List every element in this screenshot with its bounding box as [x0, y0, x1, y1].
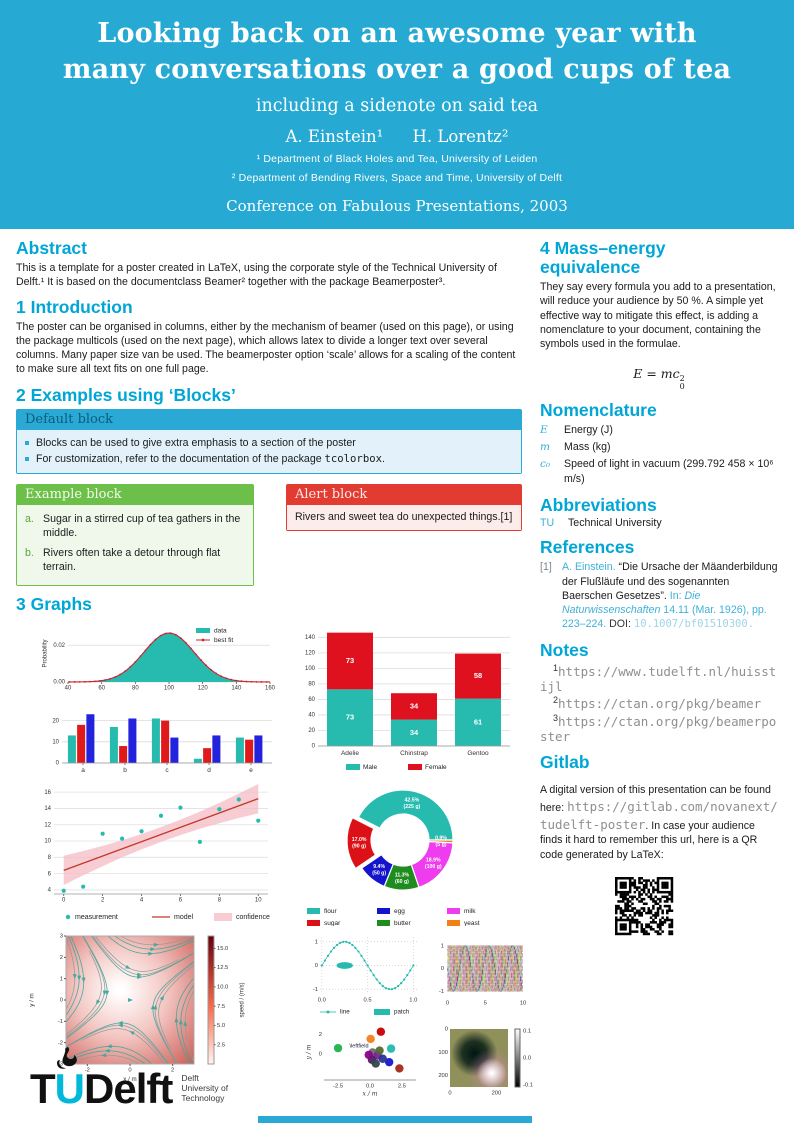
abbreviation: TU: [540, 517, 555, 530]
regression-scatter-chart: [26, 778, 276, 925]
abstract-text: This is a template for a poster created …: [16, 262, 497, 289]
stream-plot: [24, 930, 282, 1095]
inline-code: tcolorbox: [324, 452, 382, 465]
default-block: Default block Blocks can be used to give…: [16, 409, 522, 474]
mass-energy-heading: 4 Mass–energy equivalence: [540, 238, 666, 278]
references-heading: References: [540, 537, 635, 558]
authors: A. Einstein¹ H. Lorentz²: [56, 127, 738, 146]
stacked-bar-chart: [286, 618, 518, 775]
graphs-grid: [16, 618, 536, 1106]
list-item: b. Rivers often take a detour through fl…: [25, 546, 245, 575]
alert-block-text: Rivers and sweet tea do unexpected thing…: [287, 504, 521, 531]
footnote-url[interactable]: https://www.tudelft.nl/huisstijl: [540, 663, 777, 695]
blob-scatter-chart: [302, 1020, 422, 1105]
reference-number: [1]: [540, 561, 552, 574]
tudelft-logo-text: T U Delft: [30, 1065, 173, 1112]
list-item: a. Sugar in a stirred cup of tea gathers…: [25, 512, 245, 541]
phase-sines-chart: [430, 936, 530, 1011]
gitlab-text: A digital version of this presentation c…: [540, 783, 778, 862]
blocks-row: Example block a. Sugar in a stirred cup …: [16, 483, 522, 587]
alert-block: Alert block Rivers and sweet tea do unex…: [286, 483, 522, 532]
nomenclature-heading: Nomenclature: [540, 400, 657, 421]
reference-entry: [1] A. Einstein. “Die Ursache der Mäande…: [540, 560, 778, 631]
list-item-text: Sugar in a stirred cup of tea gathers in…: [43, 512, 241, 540]
nomenclature-row: m Mass (kg): [540, 440, 778, 455]
gitlab-heading: Gitlab: [540, 752, 590, 773]
grouped-bar-chart: [38, 702, 276, 777]
bullet-icon: [25, 441, 29, 446]
abbreviations-heading: Abbreviations: [540, 494, 657, 515]
notes-heading: Notes: [540, 639, 589, 660]
abstract-heading: Abstract: [16, 238, 87, 259]
abbreviation-description: Technical University: [568, 517, 662, 530]
left-column: Abstract This is a template for a poster…: [16, 237, 536, 1106]
histogram-fit-chart: [38, 618, 276, 699]
tudelft-logo: T U Delft Delft University of Technology: [30, 1047, 229, 1112]
example-block-body: a. Sugar in a stirred cup of tea gathers…: [17, 504, 253, 586]
gitlab-url[interactable]: https://gitlab.com/novanext/tudelft-post…: [540, 798, 778, 832]
qr-code-wrap: [612, 873, 778, 943]
abbreviation-row: TU Technical University: [540, 517, 778, 529]
poster-title: Looking back on an awesome year with man…: [62, 18, 732, 85]
list-marker: b.: [25, 546, 34, 559]
alert-block-title: Alert block: [287, 484, 521, 505]
poster-subtitle: including a sidenote on said tea: [255, 96, 539, 117]
example-block: Example block a. Sugar in a stirred cup …: [16, 483, 254, 587]
default-block-body: Blocks can be used to give extra emphasi…: [17, 430, 521, 473]
bullet-icon: [25, 456, 29, 461]
footnote: 2https://ctan.org/pkg/beamer: [553, 695, 762, 712]
image-plot: [426, 1024, 536, 1103]
poster-header: Looking back on an awesome year with man…: [0, 0, 794, 230]
list-item: For customization, refer to the document…: [25, 452, 513, 466]
footnote: 3https://ctan.org/pkg/beamerposter: [540, 712, 777, 745]
tudelft-tagline: Delft University of Technology: [181, 1073, 229, 1103]
default-block-title: Default block: [17, 410, 521, 431]
author-2: H. Lorentz²: [412, 127, 509, 147]
symbol: m: [540, 441, 551, 454]
author-1: A. Einstein¹: [285, 127, 384, 147]
doi-link[interactable]: 10.1007/bf01510300.: [633, 618, 754, 631]
symbol-description: Mass (kg): [564, 441, 611, 454]
affiliation-2: ² Department of Bending Rivers, Space an…: [231, 172, 563, 185]
alert-block-wrap: Alert block Rivers and sweet tea do unex…: [286, 483, 522, 586]
conference-name: Conference on Fabulous Presentations, 20…: [226, 197, 568, 216]
introduction-heading: 1 Introduction: [16, 297, 133, 318]
reference-text: A. Einstein. “Die Ursache der Mäanderbil…: [562, 561, 778, 631]
sine-line-patch-chart: [302, 932, 422, 1019]
poster-body: Abstract This is a template for a poster…: [0, 229, 794, 1106]
list-marker: a.: [25, 512, 34, 525]
footnote-url[interactable]: https://ctan.org/pkg/beamer: [558, 696, 762, 712]
symbol: c₀: [540, 457, 551, 470]
tudelft-flame-icon: [57, 1047, 77, 1069]
footer-accent-bar: [258, 1116, 532, 1123]
list-item-text: Rivers often take a detour through flat …: [43, 546, 221, 573]
introduction-text: The poster can be organised in columns, …: [16, 321, 516, 376]
donut-chart: [294, 776, 512, 927]
example-block-title: Example block: [17, 484, 253, 505]
symbol-description: Energy (J): [564, 424, 613, 437]
affiliation-1: ¹ Department of Black Holes and Tea, Uni…: [256, 153, 538, 166]
right-column: 4 Mass–energy equivalence They say every…: [540, 237, 778, 1106]
footnote: 1https://www.tudelft.nl/huisstijl: [540, 662, 777, 695]
list-item: Blocks can be used to give extra emphasi…: [25, 436, 513, 450]
bullet-text: Blocks can be used to give extra emphasi…: [36, 437, 356, 450]
symbol-description: Speed of light in vacuum (299.792 458 × …: [564, 457, 774, 485]
nomenclature-row: c₀ Speed of light in vacuum (299.792 458…: [540, 457, 778, 487]
footnote-url[interactable]: https://ctan.org/pkg/beamerposter: [540, 713, 777, 745]
qr-code: [612, 873, 676, 938]
mass-energy-text: They say every formula you add to a pres…: [540, 281, 776, 351]
mass-energy-formula: E = mc 2 0: [633, 365, 685, 391]
nomenclature-row: E Energy (J): [540, 423, 778, 438]
bullet-text: For customization, refer to the document…: [36, 452, 385, 465]
graphs-heading: 3 Graphs: [16, 594, 92, 615]
blocks-section-heading: 2 Examples using ‘Blocks’: [16, 384, 236, 405]
symbol: E: [540, 424, 548, 437]
